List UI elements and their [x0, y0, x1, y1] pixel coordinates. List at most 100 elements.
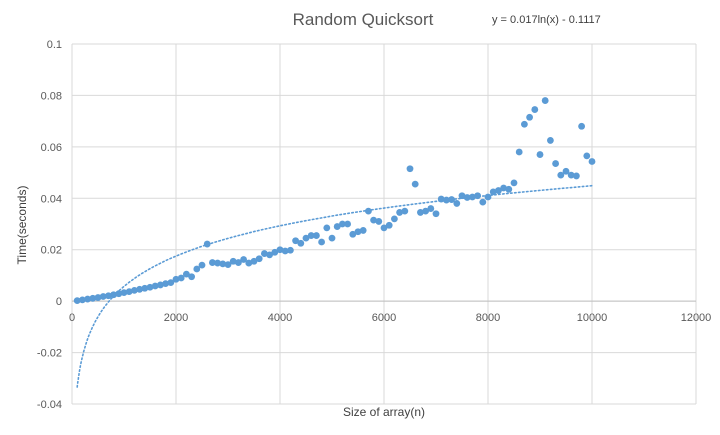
data-point — [84, 295, 91, 303]
data-point — [287, 246, 294, 254]
data-point — [474, 192, 481, 200]
data-point — [344, 220, 351, 228]
data-point — [167, 279, 175, 287]
data-point — [276, 246, 284, 254]
x-tick-label: 12000 — [681, 312, 712, 324]
data-point — [578, 122, 585, 130]
trendline-equation: y = 0.017ln(x) - 0.1117 — [492, 14, 601, 26]
data-point — [557, 171, 565, 179]
data-point — [375, 218, 383, 225]
x-tick-label: 4000 — [268, 312, 292, 324]
data-point — [188, 273, 196, 281]
data-point — [385, 221, 393, 229]
data-point — [411, 180, 419, 188]
data-point — [328, 234, 336, 242]
data-point — [562, 167, 570, 175]
data-point — [297, 239, 305, 247]
data-point — [406, 165, 414, 173]
data-point — [427, 205, 435, 212]
data-point — [224, 261, 232, 269]
data-point — [266, 251, 273, 259]
data-point — [354, 228, 362, 236]
gridlines — [71, 43, 697, 405]
data-point — [365, 207, 372, 215]
data-point — [302, 234, 310, 242]
chart-title: Random Quicksort — [293, 10, 434, 29]
data-point — [583, 152, 591, 160]
data-point — [521, 120, 528, 128]
data-point — [245, 259, 253, 267]
x-tick-label: 6000 — [372, 312, 396, 324]
data-point — [536, 151, 544, 158]
tick-labels: -0.04 -0.02 0 0.02 0.04 0.06 0.08 0.1 0 2000 4000 6… — [37, 39, 711, 411]
data-point — [437, 195, 445, 203]
data-point — [229, 257, 237, 265]
data-point — [339, 220, 346, 228]
x-tick-label: 10000 — [577, 312, 608, 324]
data-point — [172, 275, 180, 283]
data-points — [73, 97, 596, 305]
data-point — [333, 223, 341, 230]
data-point — [292, 237, 299, 245]
data-point — [136, 285, 144, 293]
data-point — [183, 270, 190, 278]
data-point — [422, 207, 429, 215]
data-point — [89, 294, 97, 302]
data-point — [240, 256, 248, 263]
data-point — [515, 148, 523, 156]
data-point — [484, 193, 492, 201]
y-tick-label: 0 — [56, 296, 62, 308]
y-tick-label: -0.02 — [37, 348, 62, 360]
data-point — [432, 210, 440, 218]
data-point — [380, 224, 388, 232]
data-point — [573, 172, 580, 180]
data-point — [547, 137, 554, 144]
data-point — [443, 196, 450, 204]
x-axis-title: Size of array(n) — [343, 405, 425, 419]
data-point — [505, 185, 513, 193]
y-tick-label: -0.04 — [37, 399, 62, 411]
data-point — [214, 259, 222, 267]
data-point — [281, 247, 289, 255]
y-tick-label: 0.04 — [41, 193, 62, 205]
y-tick-label: 0.1 — [47, 39, 62, 51]
data-point — [131, 286, 138, 294]
data-point — [588, 158, 596, 165]
data-point — [219, 260, 227, 268]
data-point — [255, 255, 263, 263]
data-point — [203, 240, 211, 248]
data-point — [323, 224, 331, 232]
trendline-path — [76, 184, 593, 388]
x-tick-label: 8000 — [476, 312, 500, 324]
y-axis-title: Time(seconds) — [15, 186, 29, 265]
data-point — [99, 293, 107, 300]
data-point — [307, 232, 315, 239]
data-point — [463, 194, 471, 201]
data-point — [495, 187, 502, 194]
data-point — [479, 198, 487, 206]
data-point — [146, 283, 154, 291]
trendline — [76, 184, 593, 388]
data-point — [271, 248, 279, 256]
data-point — [261, 250, 268, 257]
data-point — [453, 200, 461, 207]
data-point — [541, 97, 549, 104]
data-point — [151, 282, 159, 290]
data-point — [250, 257, 258, 265]
data-point — [526, 113, 533, 121]
data-point — [417, 209, 424, 216]
data-point — [391, 215, 398, 223]
data-point — [489, 188, 497, 196]
data-point — [510, 179, 518, 187]
data-point — [370, 216, 377, 224]
y-tick-label: 0.02 — [41, 245, 62, 257]
data-point — [162, 280, 170, 288]
data-point — [157, 281, 164, 289]
data-point — [110, 291, 117, 299]
data-point — [79, 296, 86, 304]
data-point — [567, 171, 575, 179]
data-point — [313, 232, 320, 239]
data-point — [552, 160, 559, 167]
data-point — [193, 265, 201, 273]
